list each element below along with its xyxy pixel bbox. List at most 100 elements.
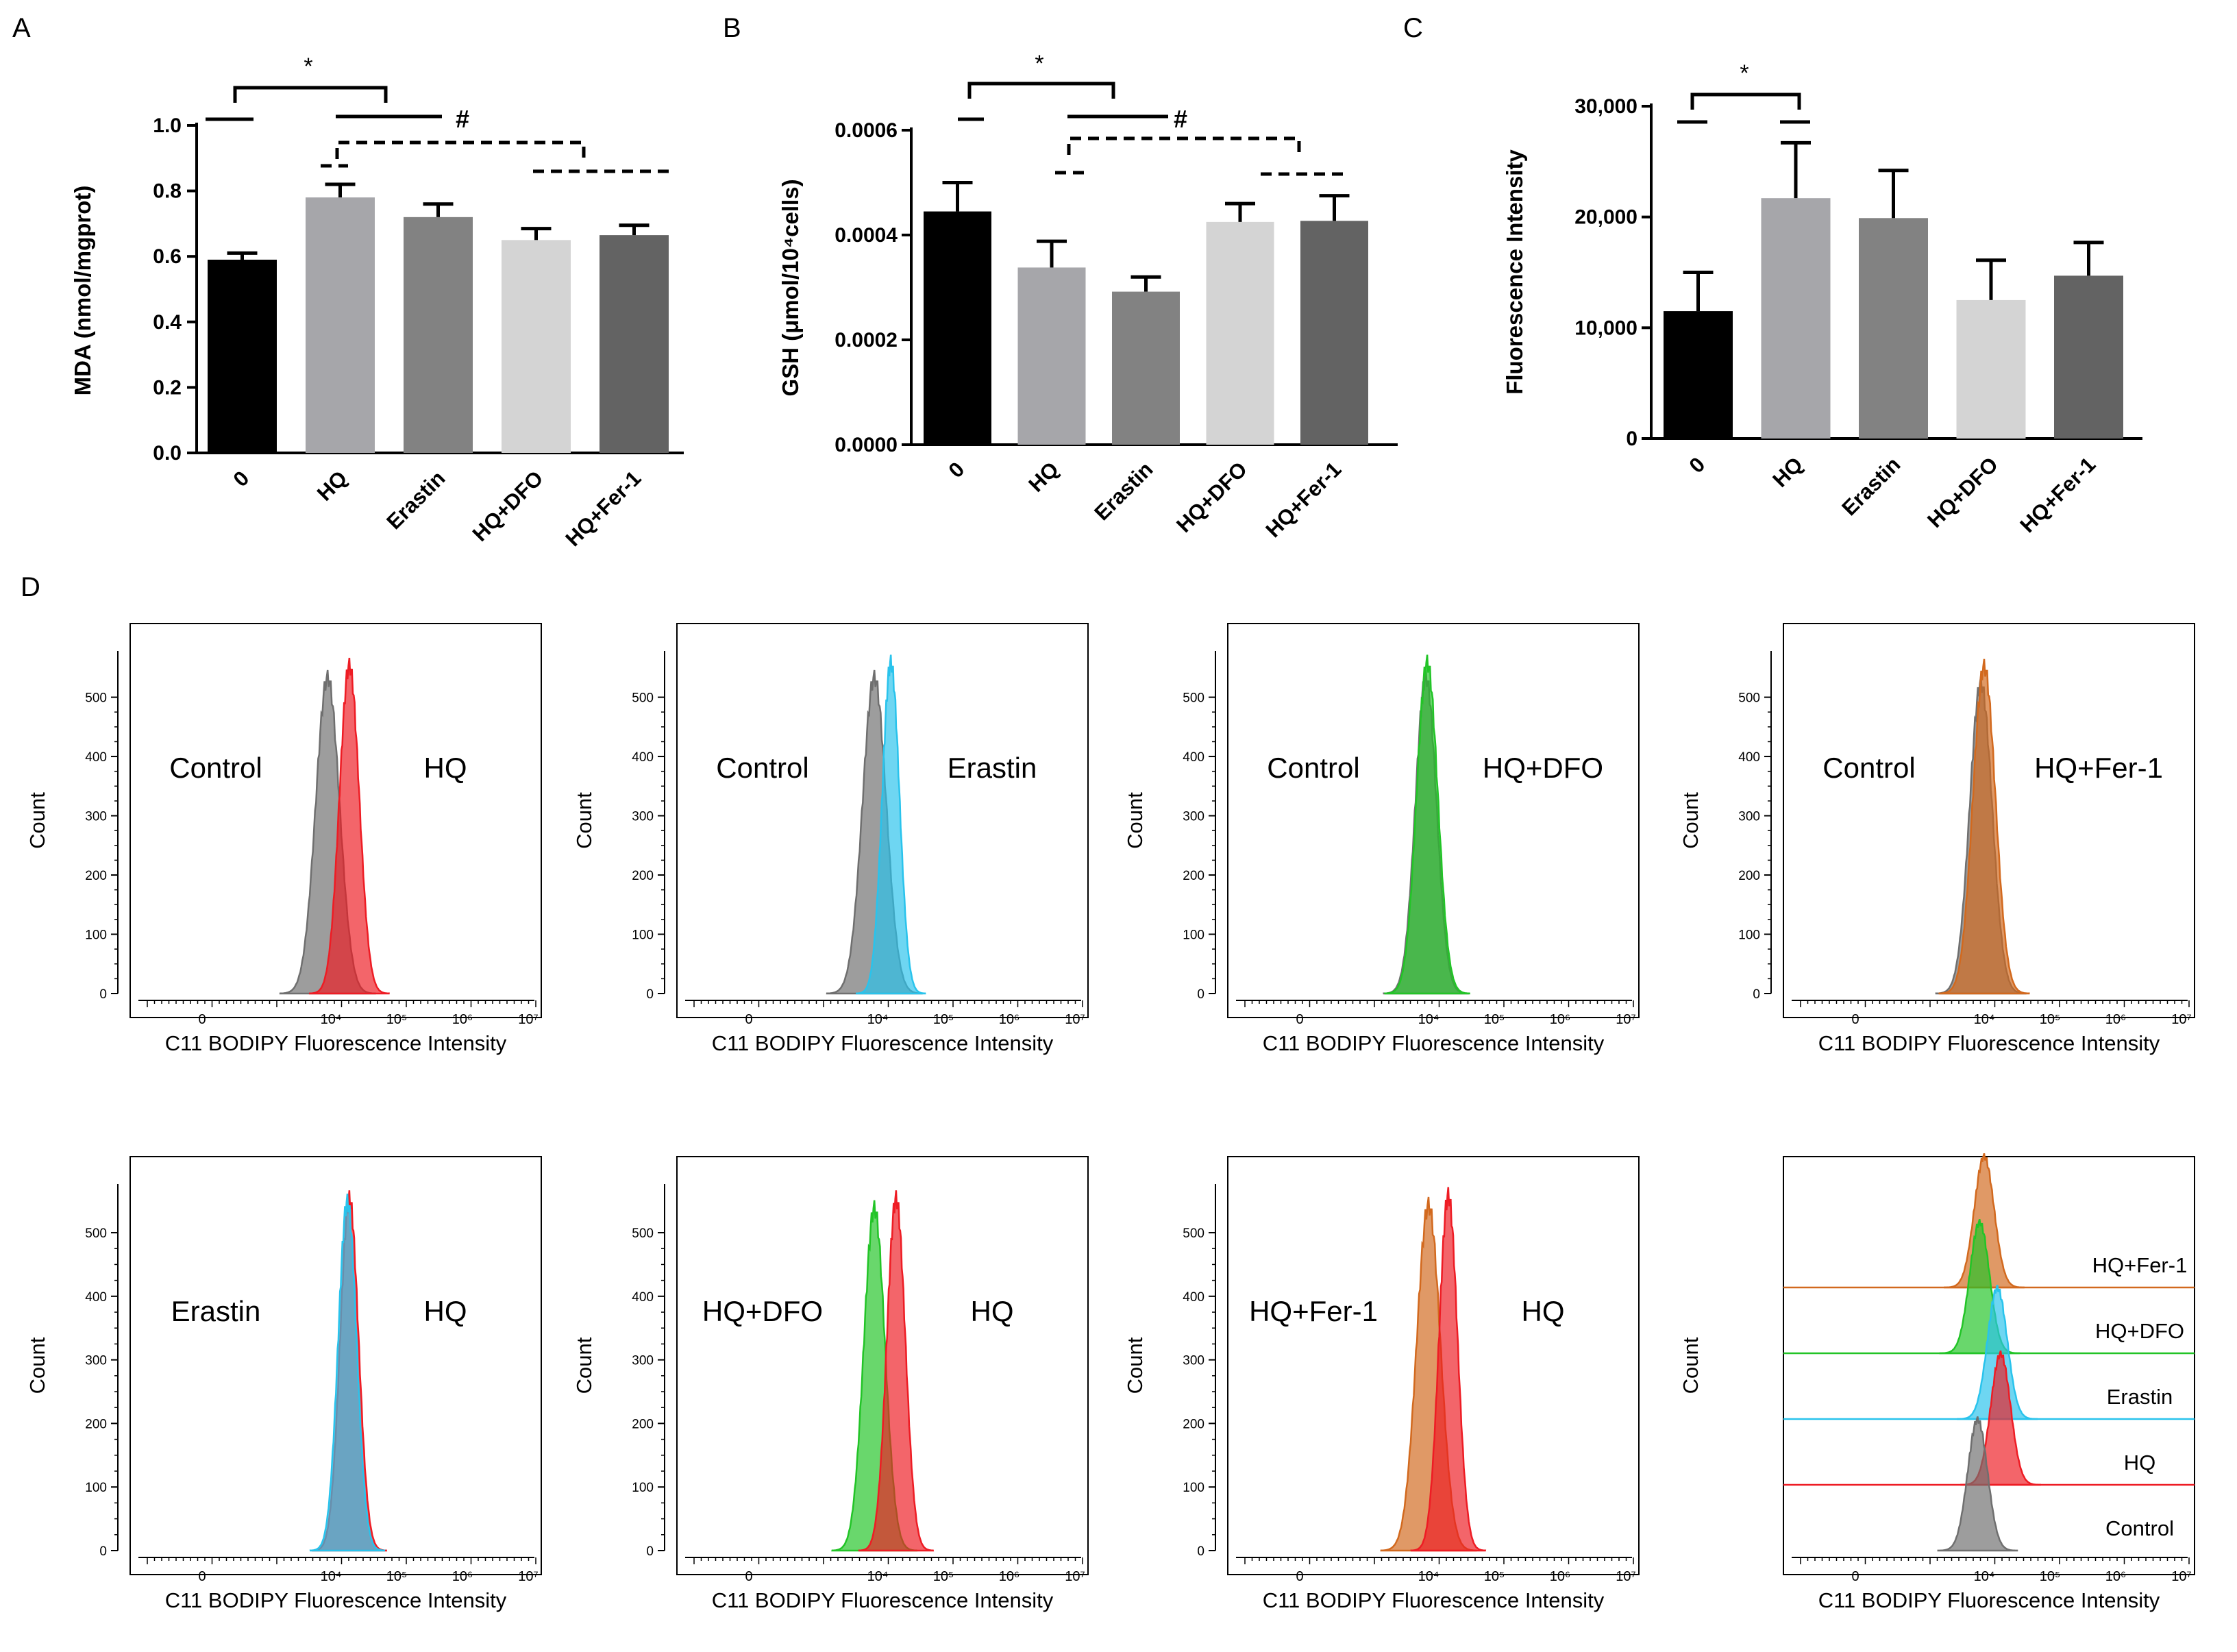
flow-plot: 0 10⁴ 10⁵ 10⁶ 10⁷ C11 BODIPY Fluorescence Int… bbox=[25, 623, 542, 1055]
y-tick-label: 0.0000 bbox=[835, 434, 898, 456]
y-tick-label: 0 bbox=[1197, 1544, 1204, 1559]
histogram-Control bbox=[1937, 1416, 2018, 1552]
plot-frame bbox=[129, 623, 542, 1018]
category-label: HQ bbox=[1768, 452, 1807, 492]
sig-hash: # bbox=[456, 105, 469, 133]
y-tick-label: 200 bbox=[1183, 1417, 1204, 1431]
y-tick-label: 200 bbox=[85, 869, 107, 883]
left-sample-label: Control bbox=[1267, 752, 1359, 784]
right-sample-label: HQ+DFO bbox=[1483, 752, 1603, 784]
y-axis-label: Fluorescence Intensity bbox=[1502, 149, 1527, 395]
panel-letter-c: C bbox=[1403, 13, 1423, 43]
category-label: 0 bbox=[1685, 452, 1710, 478]
y-tick-label: 0 bbox=[1626, 428, 1637, 450]
x-tick-label: 10⁴ bbox=[1418, 1012, 1439, 1027]
y-tick-label: 0 bbox=[99, 987, 107, 1002]
sig-star: * bbox=[1035, 51, 1043, 77]
bar-HQ+Fer-1 bbox=[1300, 221, 1368, 445]
bar-HQ bbox=[1761, 198, 1831, 439]
y-tick-label: 300 bbox=[632, 1354, 654, 1368]
y-axis-label: Count bbox=[1679, 1337, 1703, 1394]
category-label: Erastin bbox=[382, 466, 449, 534]
y-tick-label: 400 bbox=[85, 1290, 107, 1305]
right-sample-label: HQ+Fer-1 bbox=[2034, 752, 2163, 784]
y-tick-label: 0.0004 bbox=[835, 224, 898, 247]
y-tick-label: 200 bbox=[85, 1417, 107, 1431]
x-tick-label: 0 bbox=[1851, 1569, 1859, 1584]
x-tick-label: 10⁶ bbox=[999, 1012, 1019, 1027]
y-tick-label: 0 bbox=[1197, 987, 1204, 1002]
y-axis-label: Count bbox=[1123, 1337, 1147, 1394]
x-tick-label: 0 bbox=[198, 1012, 206, 1027]
y-tick-label: 200 bbox=[1738, 869, 1760, 883]
y-tick-label: 10,000 bbox=[1574, 317, 1637, 339]
y-tick-label: 300 bbox=[1738, 810, 1760, 824]
x-tick-label: 10⁵ bbox=[1484, 1012, 1505, 1027]
y-axis-label: GSH (μmol/10⁴cells) bbox=[778, 179, 803, 396]
x-tick-label: 10⁵ bbox=[1484, 1569, 1505, 1584]
x-tick-label: 10⁴ bbox=[867, 1569, 889, 1584]
y-tick-label: 0.0006 bbox=[835, 119, 898, 142]
bar-HQ+DFO bbox=[1956, 299, 2026, 439]
y-axis-label: Count bbox=[572, 792, 596, 849]
lane-label: HQ+Fer-1 bbox=[2092, 1253, 2188, 1277]
plot-frame bbox=[676, 1156, 1089, 1575]
bar-HQ+DFO bbox=[502, 240, 571, 453]
bar-HQ bbox=[1017, 267, 1086, 445]
x-tick-label: 10⁴ bbox=[1974, 1569, 1995, 1584]
x-axis-label: C11 BODIPY Fluorescence Intensity bbox=[712, 1588, 1054, 1612]
left-sample-label: Erastin bbox=[171, 1295, 261, 1327]
flow-plot: 0 10⁴ 10⁵ 10⁶ 10⁷ C11 BODIPY Fluorescence Int… bbox=[1679, 623, 2195, 1055]
panel-letter-a: A bbox=[12, 13, 31, 43]
x-tick-label: 10⁴ bbox=[321, 1569, 342, 1584]
lane-label: HQ bbox=[2124, 1451, 2156, 1475]
x-tick-label: 10⁴ bbox=[1418, 1569, 1439, 1584]
plot-frame bbox=[1227, 1156, 1640, 1575]
histogram-Erastin bbox=[309, 1193, 386, 1552]
bar-0 bbox=[208, 259, 277, 453]
y-tick-label: 200 bbox=[1183, 869, 1204, 883]
y-axis-label: MDA (nmol/mgprot) bbox=[70, 186, 95, 396]
y-tick-label: 100 bbox=[1738, 928, 1760, 943]
left-sample-label: Control bbox=[1822, 752, 1915, 784]
histogram-Erastin bbox=[1957, 1284, 2038, 1420]
sig-bracket bbox=[1690, 93, 1801, 110]
bar-HQ+Fer-1 bbox=[600, 235, 669, 453]
left-sample-label: Control bbox=[169, 752, 262, 784]
panel-letter-b: B bbox=[723, 13, 741, 43]
y-tick-label: 0.0 bbox=[153, 442, 182, 465]
x-tick-label: 10⁶ bbox=[452, 1012, 473, 1027]
x-tick-label: 10⁷ bbox=[518, 1569, 538, 1584]
bar-HQ+Fer-1 bbox=[2054, 275, 2123, 439]
y-tick-label: 0.4 bbox=[153, 311, 182, 334]
x-tick-label: 0 bbox=[198, 1569, 206, 1584]
y-tick-label: 100 bbox=[85, 1481, 107, 1495]
x-tick-label: 10⁵ bbox=[933, 1012, 954, 1027]
x-axis-label: C11 BODIPY Fluorescence Intensity bbox=[1263, 1588, 1605, 1612]
bar-HQ bbox=[306, 197, 375, 453]
panel-c-fluorescence-chart: 0 10,000 20,000 30,000 Fluorescence Intensit… bbox=[1502, 60, 2142, 537]
y-tick-label: 100 bbox=[632, 928, 654, 943]
x-tick-label: 10⁷ bbox=[1616, 1569, 1635, 1584]
sig-star: * bbox=[1740, 60, 1748, 86]
bar-Erastin bbox=[404, 217, 473, 453]
histogram-HQ bbox=[308, 657, 390, 995]
bar-Erastin bbox=[1859, 218, 1928, 439]
sig-star: * bbox=[304, 53, 312, 79]
x-tick-label: 0 bbox=[745, 1012, 752, 1027]
x-tick-label: 10⁶ bbox=[452, 1569, 473, 1584]
plot-frame bbox=[676, 623, 1089, 1018]
y-tick-label: 400 bbox=[632, 1290, 654, 1305]
y-tick-label: 200 bbox=[632, 1417, 654, 1431]
x-tick-label: 10⁷ bbox=[1065, 1569, 1085, 1584]
flow-plot: 0 10⁴ 10⁵ 10⁶ 10⁷ C11 BODIPY Fluorescence Int… bbox=[1123, 623, 1640, 1055]
y-tick-label: 400 bbox=[1738, 750, 1760, 765]
y-tick-label: 300 bbox=[1183, 810, 1204, 824]
y-axis-label: Count bbox=[572, 1337, 596, 1394]
left-sample-label: HQ+DFO bbox=[702, 1295, 823, 1327]
x-tick-label: 10⁷ bbox=[2171, 1569, 2191, 1584]
histogram-Erastin bbox=[855, 654, 926, 995]
sig-dashed-bracket bbox=[1067, 136, 1301, 155]
category-label: 0 bbox=[229, 466, 254, 491]
